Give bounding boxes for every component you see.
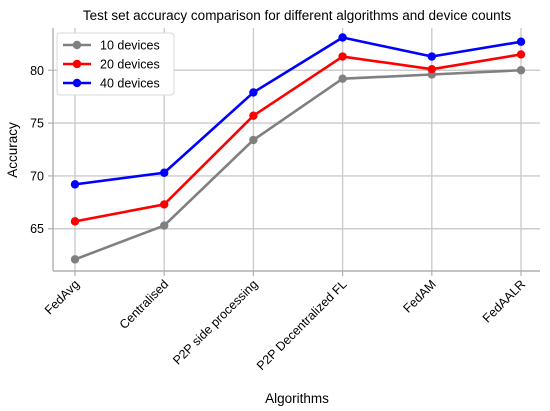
chart-title: Test set accuracy comparison for differe…: [83, 8, 511, 23]
series-line: [74, 53, 522, 223]
x-axis-label: Algorithms: [265, 391, 329, 406]
series: [70, 50, 526, 226]
y-axis-ticks: 65 70 75 80: [30, 64, 53, 236]
series: [70, 33, 526, 189]
data-point: [516, 50, 526, 59]
data-point: [249, 111, 258, 120]
data-point: [160, 200, 169, 209]
x-tick-label: FedAvg: [42, 277, 82, 317]
legend-marker: [72, 78, 82, 88]
legend-entry: 40 devices: [63, 77, 160, 91]
data-point: [427, 65, 436, 74]
legend-label: 10 devices: [100, 39, 160, 53]
data-point: [516, 66, 526, 75]
data-point: [338, 74, 347, 83]
data-point: [427, 52, 436, 61]
data-point: [516, 37, 526, 46]
x-tick-label: Centralised: [117, 277, 172, 332]
data-point: [160, 221, 169, 230]
data-point: [70, 180, 80, 189]
x-tick-label: P2P Decentralized FL: [254, 277, 350, 373]
y-tick-label: 65: [30, 222, 44, 236]
data-point: [249, 135, 258, 145]
legend-marker: [72, 59, 82, 69]
data-point: [338, 52, 347, 61]
axes-spines: [52, 28, 540, 272]
legend-box: [56, 32, 175, 96]
legend-entry: 20 devices: [63, 58, 160, 72]
series: [70, 66, 526, 264]
legend-label: 40 devices: [100, 77, 160, 91]
data-point: [160, 168, 169, 177]
legend-marker: [72, 40, 82, 50]
y-tick-label: 80: [30, 64, 44, 78]
data-point: [70, 255, 80, 264]
legend-label: 20 devices: [100, 58, 160, 72]
x-tick-label: P2P side processing: [170, 277, 260, 367]
y-tick-label: 70: [30, 169, 44, 183]
legend: 10 devices 20 devices 40 devices: [56, 32, 175, 96]
x-tick-label: FedAALR: [480, 277, 528, 325]
series-lines: [70, 33, 526, 264]
series-line: [74, 68, 522, 261]
y-axis-label: Accuracy: [5, 122, 20, 178]
legend-entry: 10 devices: [63, 39, 160, 53]
y-tick-label: 75: [30, 117, 44, 131]
data-point: [338, 33, 347, 42]
x-tick-label: FedAM: [401, 277, 439, 315]
series-line: [74, 36, 522, 186]
data-point: [249, 88, 258, 97]
data-point: [70, 217, 80, 226]
